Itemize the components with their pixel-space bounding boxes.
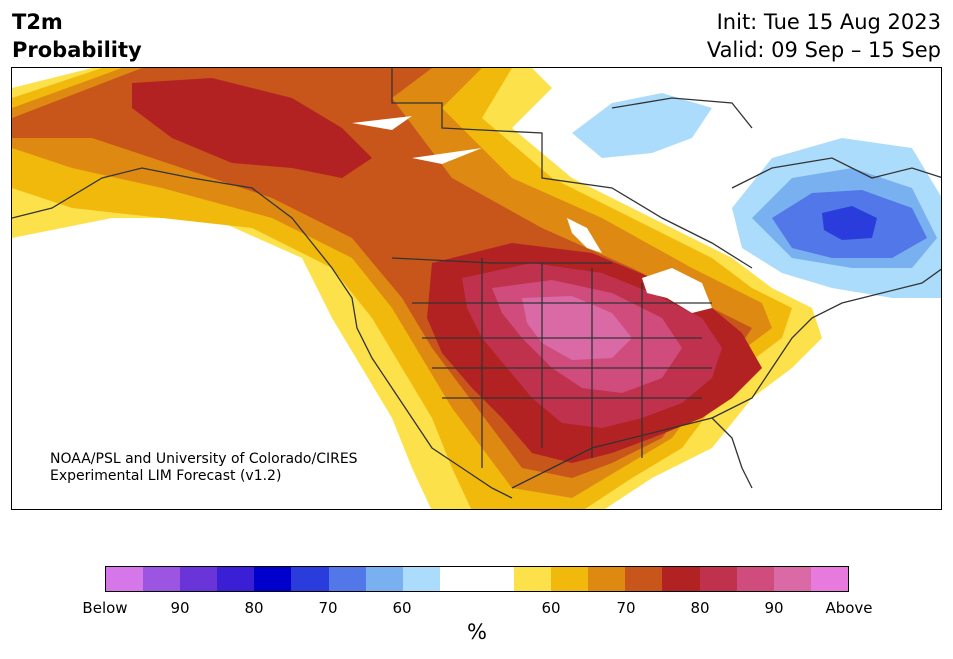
probability-title: Probability <box>12 38 142 62</box>
region-pink <box>522 296 632 360</box>
colorbar-segment <box>254 567 292 591</box>
colorbar-segment <box>217 567 255 591</box>
colorbar-segment <box>476 567 515 591</box>
colorbar-tick-label: 70 <box>616 599 636 617</box>
valid-date: Valid: 09 Sep – 15 Sep <box>706 38 941 62</box>
title-block: T2m Probability <box>12 8 142 64</box>
colorbar-segment <box>773 567 811 591</box>
colorbar-tick-label: 60 <box>392 599 412 617</box>
colorbar-segment <box>699 567 737 591</box>
colorbar-tick-label: Above <box>825 599 873 617</box>
credit-text: NOAA/PSL and University of Colorado/CIRE… <box>50 451 358 485</box>
colorbar-segment <box>402 567 440 591</box>
region-light-blue-north <box>572 93 712 158</box>
colorbar-segment <box>365 567 403 591</box>
colorbar-tick-label: 80 <box>690 599 710 617</box>
coastlines <box>12 68 941 499</box>
forecast-map: NOAA/PSL and University of Colorado/CIRE… <box>11 67 942 510</box>
colorbar-segment <box>551 567 589 591</box>
lake-patches <box>352 116 712 313</box>
colorbar-tick-label: 90 <box>170 599 190 617</box>
colorbar <box>105 566 849 592</box>
init-date: Init: Tue 15 Aug 2023 <box>716 10 941 34</box>
region-deep-blue <box>822 206 877 240</box>
colorbar-tick-label: Below <box>82 599 128 617</box>
colorbar-tick-label: 80 <box>244 599 264 617</box>
colorbar-segment <box>736 567 774 591</box>
colorbar-tick-label: 70 <box>318 599 338 617</box>
colorbar-segment <box>328 567 366 591</box>
colorbar-segment <box>439 567 477 591</box>
colorbar-segment <box>143 567 181 591</box>
credit-line-1: NOAA/PSL and University of Colorado/CIRE… <box>50 451 358 467</box>
colorbar-segment <box>662 567 700 591</box>
variable-title: T2m <box>12 10 63 34</box>
colorbar-segment <box>106 567 144 591</box>
colorbar-unit: % <box>467 620 487 644</box>
colorbar-segment <box>588 567 626 591</box>
colorbar-segment <box>180 567 218 591</box>
colorbar-segment <box>625 567 663 591</box>
colorbar-tick-label: 90 <box>764 599 784 617</box>
colorbar-segment <box>291 567 329 591</box>
credit-line-2: Experimental LIM Forecast (v1.2) <box>50 468 282 484</box>
date-block: Init: Tue 15 Aug 2023 Valid: 09 Sep – 15… <box>707 8 941 64</box>
map-canvas <box>12 68 941 509</box>
colorbar-tick-label: 60 <box>541 599 561 617</box>
colorbar-segment <box>514 567 552 591</box>
colorbar-segment <box>810 567 848 591</box>
